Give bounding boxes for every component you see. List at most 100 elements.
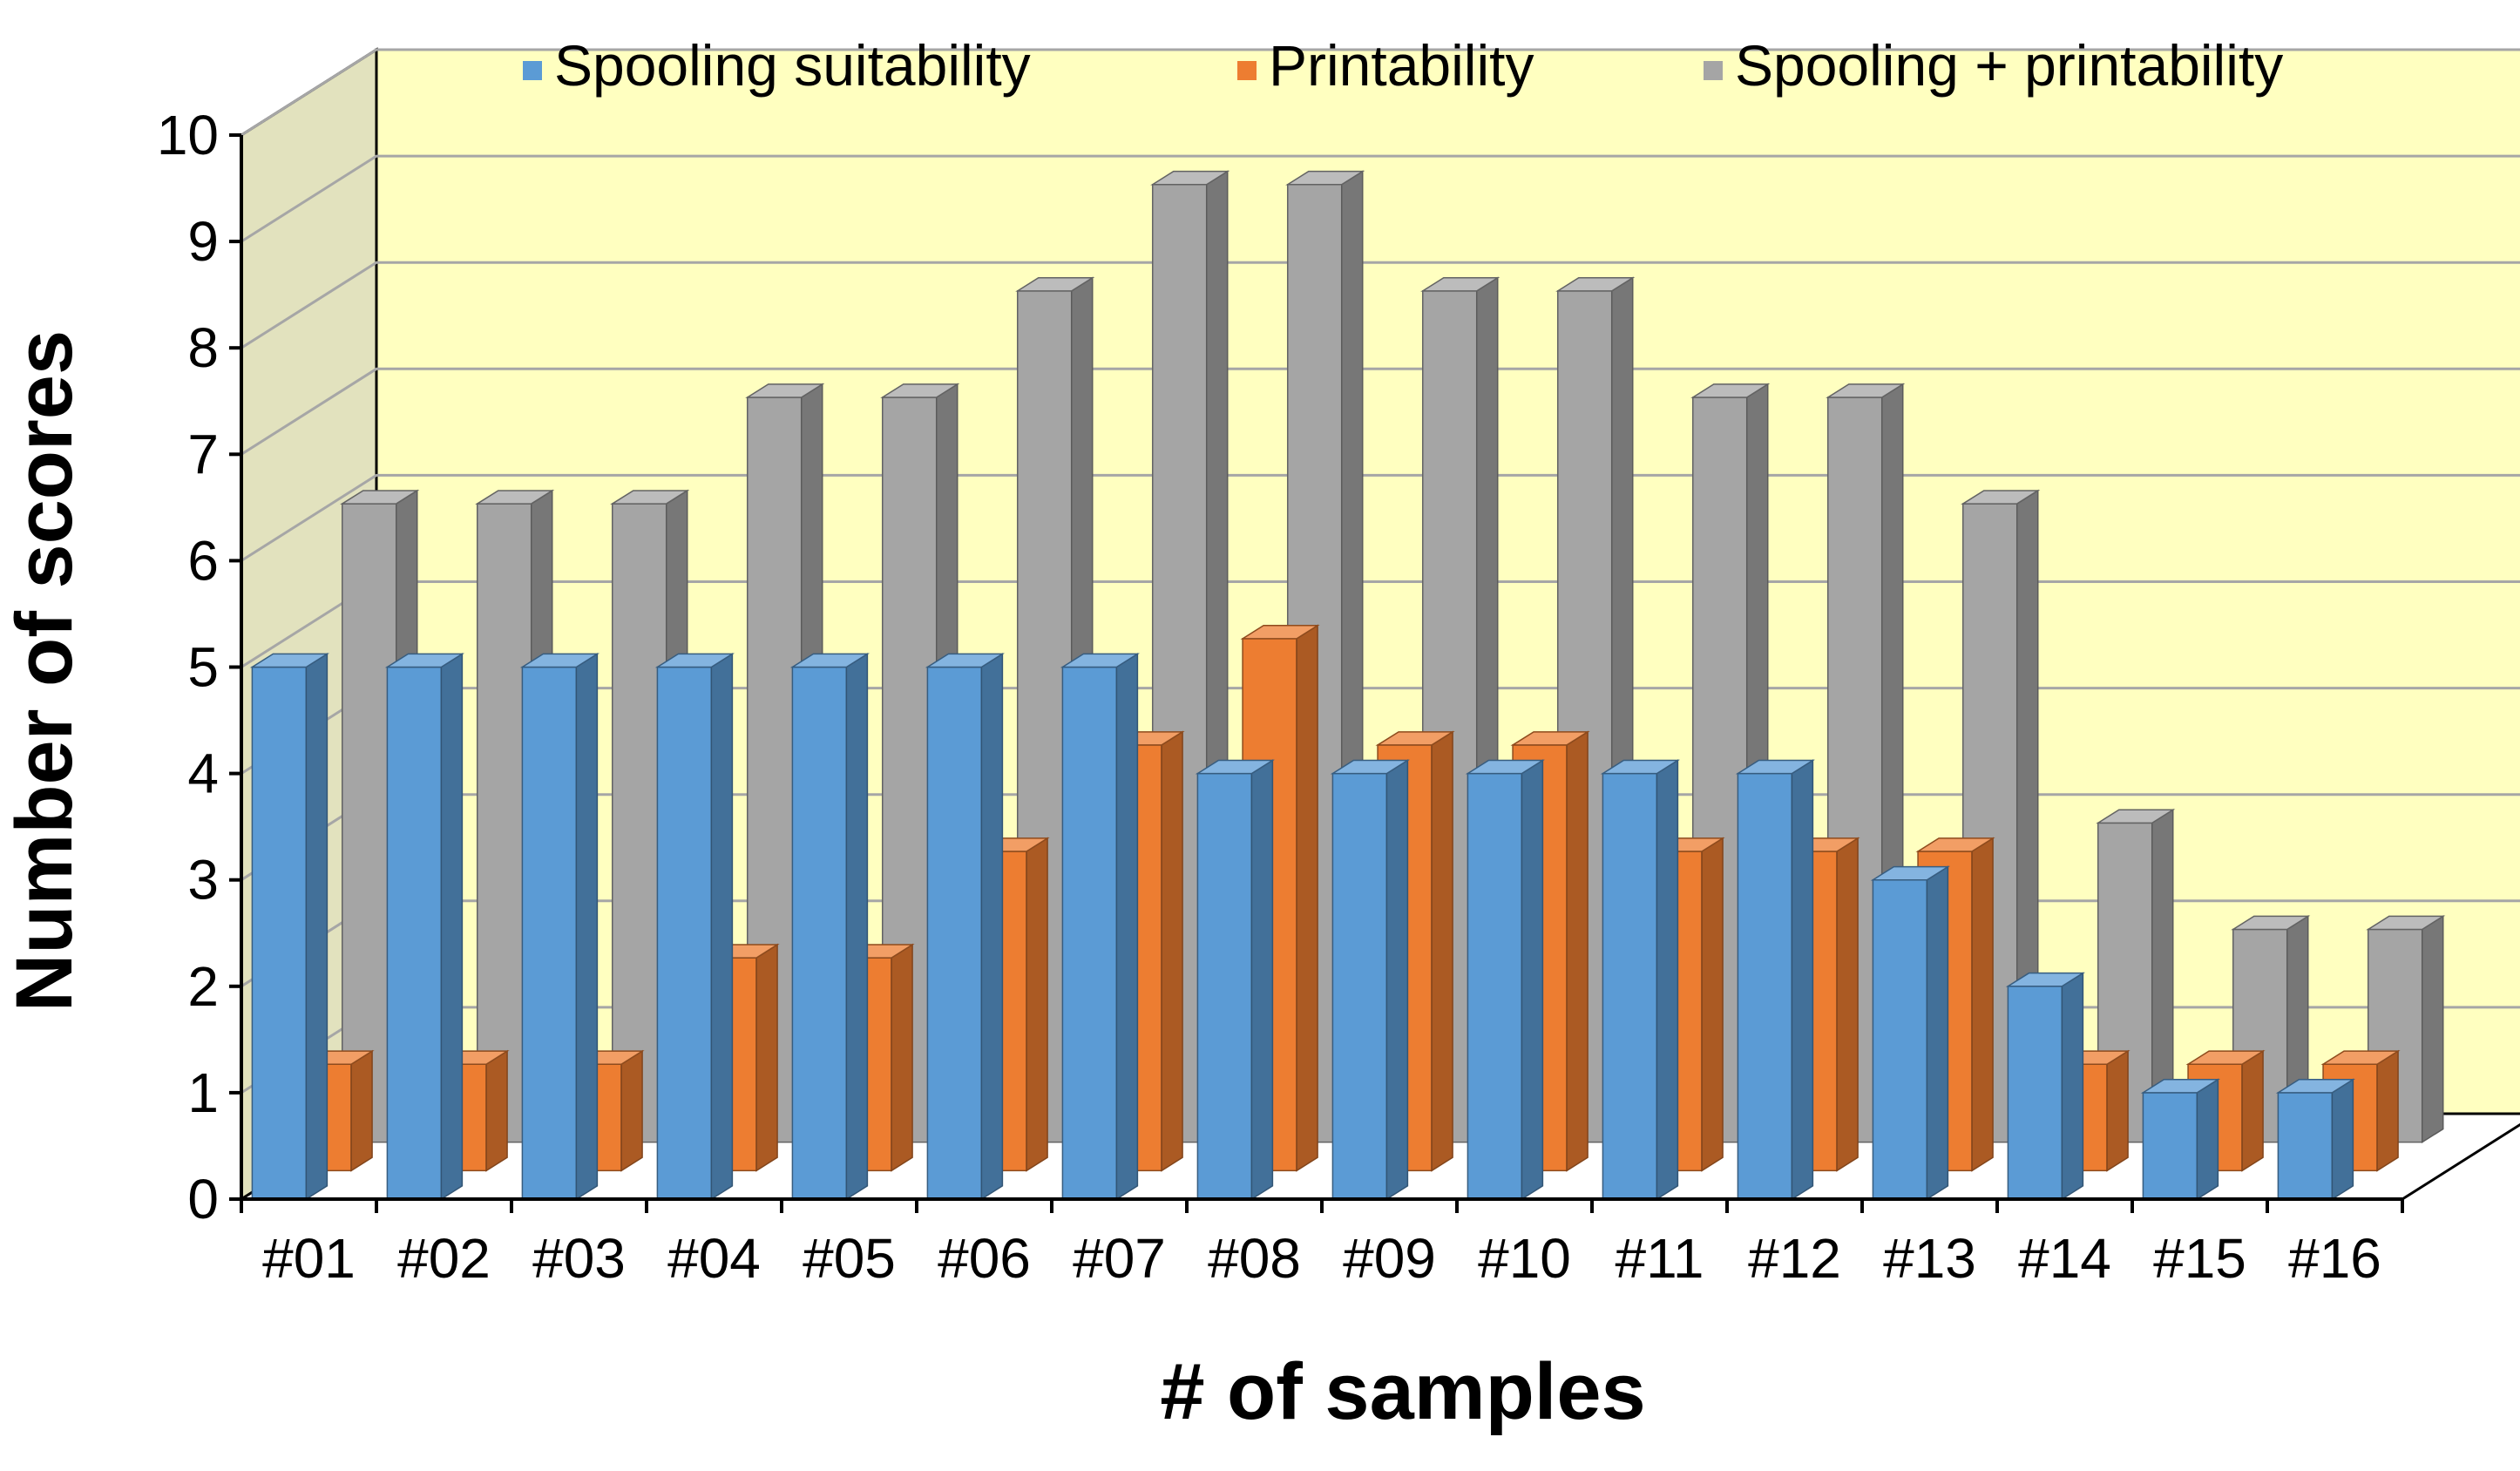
x-tick-label: #13	[1883, 1227, 1976, 1290]
bar-top	[1870, 865, 1950, 881]
bar	[1735, 759, 1815, 1201]
bar-front	[1331, 772, 1388, 1200]
bar-top	[1510, 731, 1590, 746]
bar-front	[1737, 772, 1793, 1200]
bar-top	[1060, 653, 1140, 668]
bar-side	[1026, 837, 1048, 1172]
bar-side	[305, 653, 329, 1201]
y-tick-label: 3	[187, 849, 219, 912]
x-tick-label: #04	[667, 1227, 761, 1290]
x-tick-label: #02	[397, 1227, 491, 1290]
bar-front	[386, 666, 443, 1200]
y-tick-label: 4	[187, 742, 219, 805]
bar-side	[1161, 730, 1183, 1172]
bar-top	[384, 653, 464, 668]
bar-side	[1115, 653, 1139, 1201]
x-tick-label: #05	[803, 1227, 896, 1290]
legend-swatch	[523, 61, 542, 80]
legend-label: Spooling + printability	[1735, 33, 2283, 98]
bar-top	[880, 383, 960, 398]
bar-front	[2277, 1092, 2334, 1200]
y-tick-label: 5	[187, 636, 219, 699]
bar-front	[791, 666, 848, 1200]
bar-side	[755, 943, 778, 1172]
bar-top	[340, 490, 420, 505]
y-axis-title: Number of scores	[0, 330, 89, 1012]
bar-top	[1150, 170, 1230, 186]
bar-front	[926, 666, 983, 1200]
bar-side	[350, 1049, 373, 1172]
bar-top	[789, 653, 870, 668]
legend-swatch	[1704, 61, 1723, 80]
bar-front	[1061, 666, 1118, 1200]
bar-top	[2005, 972, 2085, 987]
bar	[1060, 653, 1140, 1201]
bar-side	[710, 653, 734, 1201]
bar-front	[2007, 986, 2063, 1200]
bar-top	[2275, 1079, 2355, 1094]
bar-front	[1602, 772, 1658, 1200]
bar	[1600, 759, 1680, 1201]
bar-side	[2106, 1049, 2129, 1172]
bar-top	[2140, 1079, 2220, 1094]
bar-side	[1701, 837, 1724, 1172]
x-tick-label: #11	[1615, 1227, 1704, 1290]
bar-top	[2366, 915, 2446, 931]
legend-item: Printability	[1237, 33, 1534, 98]
bar-top	[1015, 276, 1095, 292]
bar-side	[891, 943, 913, 1172]
y-tick-label: 6	[187, 529, 219, 592]
bar-top	[1420, 276, 1500, 292]
bar-side	[1385, 759, 1409, 1201]
bar-top	[925, 653, 1005, 668]
x-tick-label: #14	[2018, 1227, 2111, 1290]
bar	[2140, 1078, 2220, 1201]
x-tick-label: #10	[1478, 1227, 1571, 1290]
bar	[789, 653, 870, 1201]
x-tick-label: #08	[1208, 1227, 1301, 1290]
bar-front	[251, 666, 308, 1200]
legend-item: Spooling + printability	[1704, 33, 2283, 98]
y-tick-label: 9	[187, 210, 219, 273]
bar-front	[521, 666, 578, 1200]
legend-label: Spooling suitability	[554, 33, 1031, 98]
legend-item: Spooling suitability	[523, 33, 1031, 98]
bar-top	[1330, 759, 1410, 775]
bar-top	[1285, 170, 1365, 186]
bar-top	[1195, 759, 1275, 775]
bar-side	[620, 1049, 643, 1172]
bar-top	[1240, 624, 1320, 640]
bar-top	[745, 383, 825, 398]
bar-side	[2196, 1078, 2219, 1201]
bar-side	[980, 653, 1004, 1201]
gridline	[240, 473, 2520, 562]
bar-top	[1555, 276, 1636, 292]
bar-side	[1971, 837, 1994, 1172]
x-tick-label: #03	[532, 1227, 626, 1290]
legend-swatch	[1237, 61, 1257, 80]
bar-side	[1836, 837, 1859, 1172]
bar	[2366, 914, 2446, 1144]
y-tick-label: 1	[187, 1061, 219, 1124]
bar	[1465, 759, 1545, 1201]
bar-top	[610, 490, 690, 505]
bar-side	[845, 653, 869, 1201]
x-tick-label: #01	[262, 1227, 356, 1290]
bar-side	[1296, 624, 1318, 1172]
bar-top	[1915, 837, 1995, 852]
bar-top	[1600, 759, 1680, 775]
legend-label: Printability	[1269, 33, 1534, 98]
bar-top	[1375, 731, 1455, 746]
bar	[519, 653, 600, 1201]
gridline	[240, 154, 2520, 243]
bar-side	[2421, 914, 2444, 1144]
bar	[1870, 865, 1950, 1201]
bar	[1330, 759, 1410, 1201]
x-axis-title: # of samples	[1160, 1347, 1645, 1436]
bar-side	[1566, 730, 1589, 1172]
bar-side	[485, 1049, 508, 1172]
bar-side	[440, 653, 464, 1201]
bar-top	[1735, 759, 1815, 775]
